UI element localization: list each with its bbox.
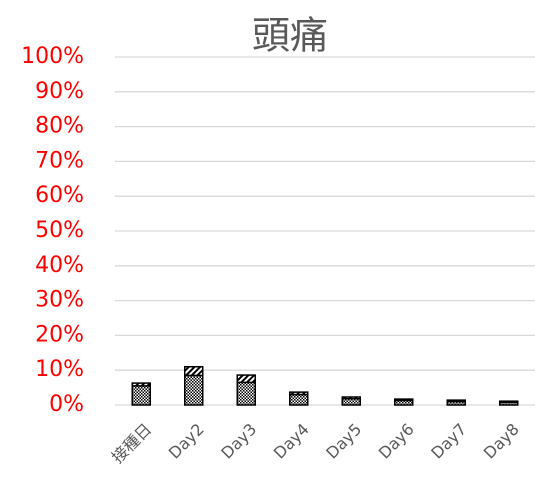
bar-segment: [131, 385, 151, 406]
bar-segment: [394, 398, 414, 402]
x-tick-label: Day7: [427, 420, 470, 463]
y-tick-label: 10%: [35, 357, 84, 382]
y-tick-label: 50%: [35, 218, 84, 243]
x-tick-label: Day4: [270, 420, 313, 463]
y-tick-label: 0%: [49, 392, 84, 417]
bar-segment: [289, 393, 309, 406]
y-tick-label: 70%: [35, 148, 84, 173]
bar-segment: [499, 400, 519, 403]
bar-segment: [236, 374, 256, 384]
bar-segment: [341, 396, 361, 400]
x-tick-label: Day3: [217, 420, 260, 463]
bar-segment: [184, 374, 204, 406]
bar-segment: [236, 381, 256, 406]
y-tick-label: 80%: [35, 114, 84, 139]
bar-segment: [289, 391, 309, 396]
bar-segment: [341, 397, 361, 406]
y-tick-label: 90%: [35, 79, 84, 104]
bar-segment: [446, 399, 466, 403]
y-tick-label: 100%: [21, 44, 84, 69]
y-tick-label: 40%: [35, 253, 84, 278]
x-tick-label: Day2: [165, 420, 208, 463]
x-tick-label: Day8: [480, 420, 523, 463]
x-tick-label: 接種日: [108, 420, 155, 467]
x-tick-label: Day6: [375, 420, 418, 463]
bar-segment: [131, 382, 151, 387]
chart-title: 頭痛: [252, 14, 328, 58]
y-tick-label: 60%: [35, 183, 84, 208]
y-tick-label: 30%: [35, 288, 84, 313]
bar-segment: [184, 365, 204, 377]
x-tick-label: Day5: [322, 420, 365, 463]
y-tick-label: 20%: [35, 322, 84, 347]
